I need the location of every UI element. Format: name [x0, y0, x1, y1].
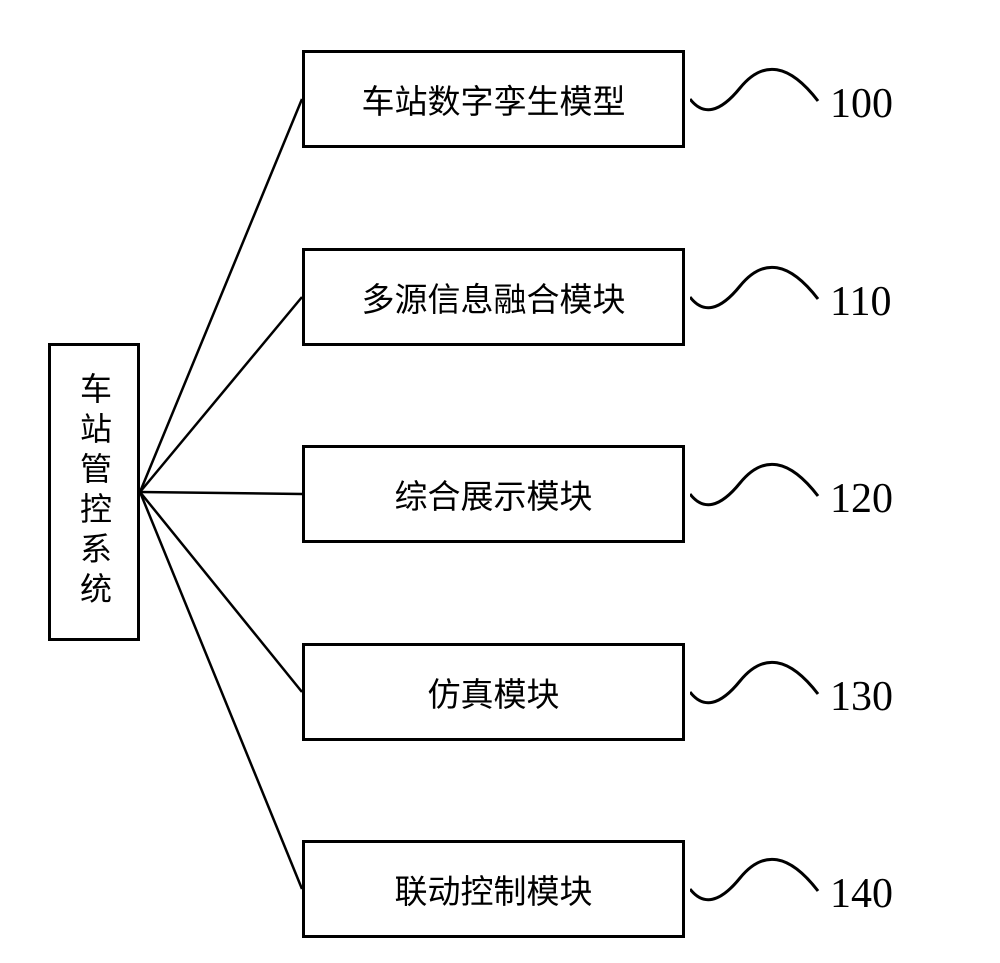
module-label: 仿真模块 [428, 668, 560, 716]
ref-label-110: 110 [830, 278, 891, 326]
root-node: 车站管控系统 [48, 343, 140, 641]
ref-label-140: 140 [830, 870, 893, 918]
brace-icon [690, 656, 820, 728]
ref-label-120: 120 [830, 475, 893, 523]
ref-label-100: 100 [830, 80, 893, 128]
module-130: 仿真模块 [302, 643, 685, 741]
module-label: 综合展示模块 [395, 470, 593, 518]
module-140: 联动控制模块 [302, 840, 685, 938]
brace-icon [690, 261, 820, 333]
brace-icon [690, 458, 820, 530]
brace-icon [690, 63, 820, 135]
module-label: 车站数字孪生模型 [362, 75, 626, 123]
ref-label-130: 130 [830, 673, 893, 721]
brace-icon [690, 853, 820, 925]
module-100: 车站数字孪生模型 [302, 50, 685, 148]
root-label: 车站管控系统 [71, 372, 117, 612]
module-label: 联动控制模块 [395, 865, 593, 913]
module-label: 多源信息融合模块 [362, 273, 626, 321]
module-120: 综合展示模块 [302, 445, 685, 543]
module-110: 多源信息融合模块 [302, 248, 685, 346]
